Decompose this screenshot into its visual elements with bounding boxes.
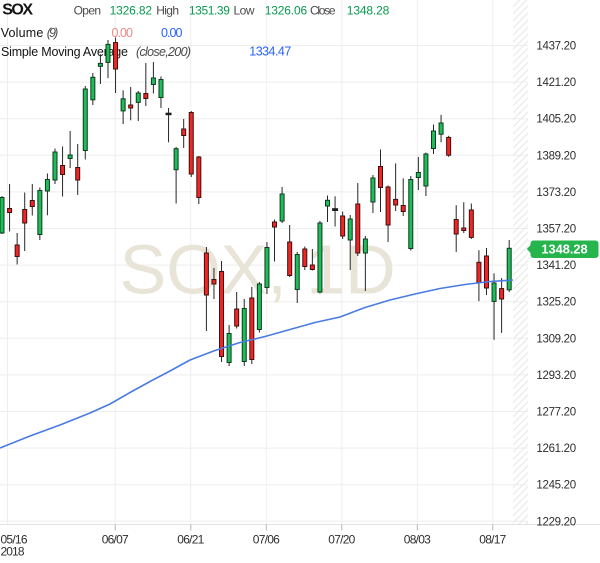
svg-text:0.00: 0.00: [161, 26, 183, 40]
svg-text:1348.28: 1348.28: [347, 4, 390, 18]
svg-text:1437.20: 1437.20: [536, 41, 576, 53]
svg-text:High: High: [156, 4, 179, 18]
svg-text:1334.47: 1334.47: [249, 44, 291, 58]
svg-text:Low: Low: [234, 4, 255, 18]
svg-text:1341.20: 1341.20: [536, 260, 576, 272]
svg-text:1261.20: 1261.20: [536, 443, 576, 455]
svg-text:1277.20: 1277.20: [536, 407, 576, 419]
svg-text:1325.20: 1325.20: [536, 297, 576, 309]
svg-text:1405.20: 1405.20: [536, 114, 576, 126]
svg-text:05/16: 05/16: [1, 533, 28, 547]
svg-text:06/07: 06/07: [102, 533, 129, 547]
svg-text:06/21: 06/21: [177, 533, 204, 547]
svg-text:08/17: 08/17: [479, 533, 506, 547]
svg-text:(close,200): (close,200): [136, 45, 191, 59]
svg-text:1357.20: 1357.20: [536, 224, 576, 236]
svg-text:SOX: SOX: [2, 2, 33, 19]
svg-text:07/06: 07/06: [253, 533, 280, 547]
svg-text:1293.20: 1293.20: [536, 370, 576, 382]
svg-text:1229.20: 1229.20: [536, 516, 576, 528]
svg-text:Close: Close: [310, 4, 336, 18]
svg-text:1245.20: 1245.20: [536, 480, 576, 492]
svg-text:1389.20: 1389.20: [536, 150, 576, 162]
svg-text:07/20: 07/20: [328, 533, 355, 547]
svg-text:Open: Open: [74, 4, 102, 18]
svg-text:08/03: 08/03: [404, 533, 431, 547]
svg-text:1309.20: 1309.20: [536, 333, 576, 345]
svg-text:1326.82: 1326.82: [110, 4, 153, 18]
svg-text:1351.39: 1351.39: [189, 4, 230, 18]
svg-text:Volume: Volume: [1, 26, 44, 40]
svg-text:1348.28: 1348.28: [541, 241, 587, 256]
svg-text:1373.20: 1373.20: [536, 187, 576, 199]
svg-text:0.00: 0.00: [112, 26, 134, 40]
svg-text:Simple Moving Average: Simple Moving Average: [1, 45, 128, 59]
svg-text:2018: 2018: [1, 544, 25, 558]
svg-text:1326.06: 1326.06: [265, 4, 308, 18]
svg-text:(9): (9): [47, 26, 59, 40]
svg-text:1421.20: 1421.20: [536, 77, 576, 89]
